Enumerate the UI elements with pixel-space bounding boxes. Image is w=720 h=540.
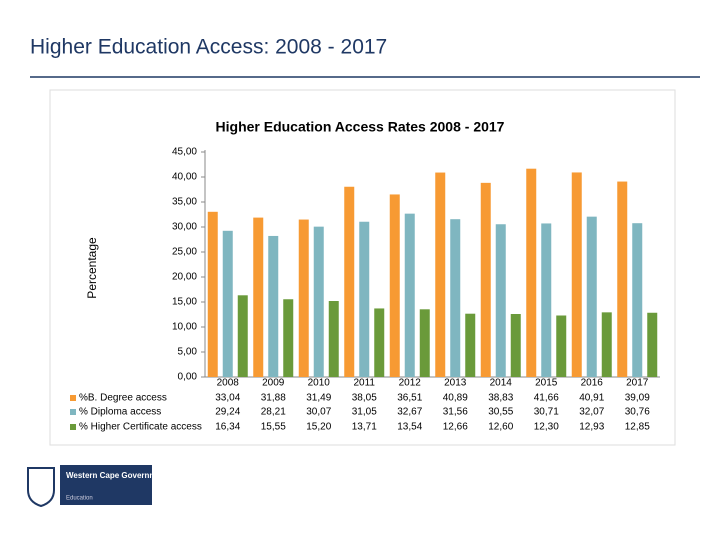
table-cell: 29,24 [215,407,240,418]
table-cell: 30,76 [625,407,650,418]
table-cell: 13,54 [397,422,422,433]
y-tick-label: 15,00 [172,297,197,308]
bar [344,186,355,377]
x-tick-label: 2014 [490,378,513,389]
table-cell: 12,30 [534,422,559,433]
bar [313,226,324,377]
y-axis-label: Percentage [85,237,99,299]
bar [465,313,476,377]
table-cell: 15,55 [261,422,286,433]
y-tick-label: 45,00 [172,147,197,158]
bar [253,217,264,377]
bar [268,235,279,377]
x-tick-label: 2015 [535,378,558,389]
y-tick-label: 25,00 [172,247,197,258]
y-tick-label: 35,00 [172,197,197,208]
table-cell: 30,71 [534,407,559,418]
x-tick-label: 2013 [444,378,467,389]
bar [419,309,430,377]
logo-box [60,465,152,505]
y-tick-label: 30,00 [172,222,197,233]
logo-name: Western Cape Government [66,471,169,480]
table-cell: 38,83 [488,393,513,404]
bar [222,230,233,377]
table-cell: 15,20 [306,422,331,433]
table-cell: 31,56 [443,407,468,418]
table-cell: 36,51 [397,393,422,404]
x-tick-label: 2017 [626,378,649,389]
table-cell: 31,49 [306,393,331,404]
slide-title: Higher Education Access: 2008 - 2017 [30,36,387,59]
legend-label: % Higher Certificate access [79,422,202,433]
bar [328,301,339,377]
bar [601,312,612,377]
table-cell: 31,88 [261,393,286,404]
legend-label: % Diploma access [79,407,161,418]
legend-swatch [70,424,76,430]
x-tick-label: 2008 [217,378,240,389]
y-tick-label: 0,00 [178,372,198,383]
table-cell: 16,34 [215,422,240,433]
bar [283,299,294,377]
bar [571,172,582,377]
bar [556,315,567,377]
table-cell: 33,04 [215,393,240,404]
table-cell: 12,66 [443,422,468,433]
table-cell: 32,07 [579,407,604,418]
y-tick-label: 20,00 [172,272,197,283]
x-tick-label: 2016 [581,378,604,389]
legend-swatch [70,409,76,415]
bar [632,223,643,377]
bar [435,172,446,377]
bar [647,312,658,377]
table-cell: 28,21 [261,407,286,418]
table-cell: 40,89 [443,393,468,404]
bar [404,213,415,377]
bar [480,182,491,377]
table-cell: 40,91 [579,393,604,404]
table-cell: 31,05 [352,407,377,418]
logo: Western Cape Government Education [27,465,169,508]
bar [374,308,385,377]
table-cell: 12,93 [579,422,604,433]
legend-label: %B. Degree access [79,393,167,404]
legend-swatch [70,395,76,401]
table-cell: 38,05 [352,393,377,404]
bar [617,181,628,377]
chart-title: Higher Education Access Rates 2008 - 201… [216,119,505,135]
x-tick-label: 2012 [399,378,422,389]
table-cell: 30,07 [306,407,331,418]
table-cell: 12,60 [488,422,513,433]
bar [450,219,461,377]
y-tick-label: 10,00 [172,322,197,333]
bar [586,216,597,377]
bar [389,194,400,377]
logo-department: Education [66,496,93,502]
bar [298,219,309,377]
x-tick-label: 2011 [353,378,375,389]
table-cell: 13,71 [352,422,377,433]
table-cell: 39,09 [625,393,650,404]
logo-shield [27,467,55,508]
bar [359,221,370,377]
bar [510,314,521,377]
x-tick-label: 2010 [308,378,331,389]
bar [495,224,506,377]
table-cell: 30,55 [488,407,513,418]
bar [541,223,552,377]
bar [237,295,248,377]
table-cell: 32,67 [397,407,422,418]
y-tick-label: 40,00 [172,172,197,183]
bar [526,168,537,377]
y-tick-label: 5,00 [178,347,198,358]
x-tick-label: 2009 [262,378,285,389]
table-cell: 12,85 [625,422,650,433]
table-cell: 41,66 [534,393,559,404]
bar [207,211,218,377]
